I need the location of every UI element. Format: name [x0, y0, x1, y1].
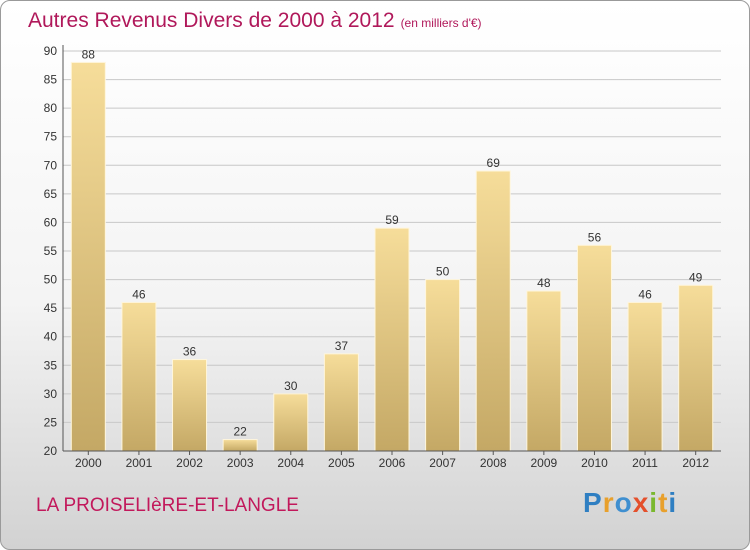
bar-2012: [678, 284, 714, 452]
chart-unit-note: (en milliers d'€): [400, 16, 482, 30]
y-tick-label: 65: [44, 187, 58, 201]
bar-2004: [273, 393, 309, 452]
logo-part-1: P: [583, 487, 603, 518]
value-label-2003: 22: [233, 425, 247, 439]
x-tick-label-2012: 2012: [682, 456, 709, 470]
x-tick-label-2008: 2008: [480, 456, 507, 470]
y-tick-label: 80: [44, 101, 58, 115]
y-tick-label: 60: [44, 215, 58, 229]
x-tick-label-2000: 2000: [75, 456, 102, 470]
bar-2011: [627, 301, 663, 452]
bar-2000: [70, 61, 106, 452]
value-label-2010: 56: [588, 230, 602, 244]
value-label-2004: 30: [284, 379, 298, 393]
bar-2008: [475, 170, 511, 452]
value-label-2001: 46: [132, 287, 146, 301]
x-tick-label-2003: 2003: [227, 456, 254, 470]
x-tick-label-2005: 2005: [328, 456, 355, 470]
bar-2003: [222, 439, 258, 452]
y-tick-label: 85: [44, 73, 58, 87]
logo-part-5: t: [658, 487, 669, 518]
bar-2009: [526, 290, 562, 452]
logo-part-6: i: [668, 487, 678, 518]
place-name: LA PROISELIèRE-ET-LANGLE: [36, 495, 299, 516]
chart-title: Autres Revenus Divers de 2000 à 2012 (en …: [28, 9, 482, 33]
x-tick-label-2011: 2011: [632, 456, 658, 470]
bar-2007: [425, 279, 461, 452]
y-tick-label: 70: [44, 158, 58, 172]
value-label-2009: 48: [537, 276, 551, 290]
x-tick-label-2007: 2007: [429, 456, 456, 470]
bar-2006: [374, 227, 410, 452]
chart-title-text: Autres Revenus Divers de 2000 à 2012: [28, 9, 395, 32]
x-tick-label-2002: 2002: [176, 456, 203, 470]
x-tick-label-2004: 2004: [277, 456, 304, 470]
value-label-2008: 69: [487, 156, 501, 170]
y-tick-label: 30: [44, 387, 58, 401]
y-tick-label: 40: [44, 330, 58, 344]
y-tick-label: 45: [44, 301, 58, 315]
x-tick-label-2001: 2001: [126, 456, 153, 470]
value-label-2007: 50: [436, 265, 450, 279]
bar-2005: [323, 353, 359, 452]
logo-part-4: i: [649, 487, 659, 518]
x-tick-label-2010: 2010: [581, 456, 608, 470]
y-tick-label: 75: [44, 130, 58, 144]
logo-part-3: o: [614, 487, 633, 518]
logo-part-2: r: [602, 487, 615, 518]
value-label-2011: 46: [638, 287, 652, 301]
bar-2010: [576, 244, 612, 452]
x-tick-label-2009: 2009: [530, 456, 557, 470]
x-tick-label-2006: 2006: [379, 456, 406, 470]
value-label-2006: 59: [385, 213, 399, 227]
y-tick-label: 35: [44, 358, 58, 372]
value-label-2002: 36: [183, 345, 197, 359]
value-label-2000: 88: [82, 47, 96, 61]
logo-part-x: x: [632, 487, 650, 518]
y-tick-label: 25: [44, 415, 58, 429]
bar-2001: [121, 301, 157, 452]
proxiti-logo: Proxiti: [583, 487, 677, 519]
bar-2002: [172, 359, 208, 452]
y-tick-label: 20: [44, 444, 58, 458]
y-tick-label: 50: [44, 273, 58, 287]
y-tick-label: 90: [44, 44, 58, 58]
value-label-2012: 49: [689, 270, 703, 284]
value-label-2005: 37: [335, 339, 349, 353]
y-tick-label: 55: [44, 244, 58, 258]
